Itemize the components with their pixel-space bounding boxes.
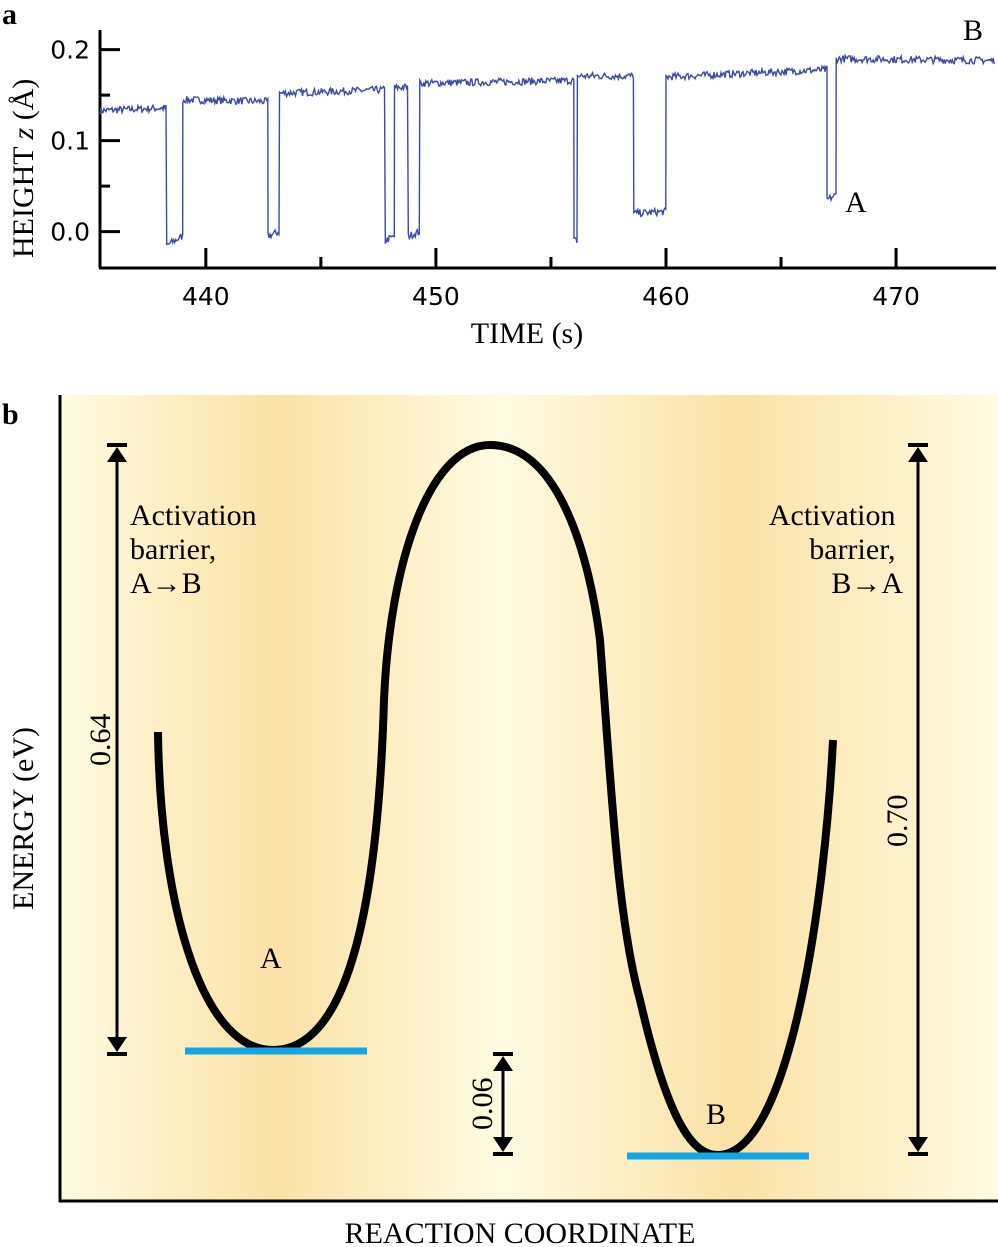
annotation-b: B — [963, 14, 983, 47]
y-axis-label-unit: (Å) — [7, 79, 40, 128]
y-tick-label: 0.1 — [50, 127, 90, 156]
y-axis-label-variable: z — [7, 127, 40, 140]
y-tick-label: 0.2 — [50, 36, 90, 65]
panel-a-label: a — [2, 0, 17, 31]
y-axis-label-main: HEIGHT — [7, 139, 40, 258]
left-barrier-text: Activation barrier, A→B — [130, 499, 264, 600]
difference-value: 0.06 — [466, 1078, 499, 1131]
reaction-axis-label: REACTION COORDINATE — [345, 1217, 696, 1247]
y-tick-label: 0.0 — [50, 218, 90, 247]
y-axis-label: HEIGHT z (Å) — [7, 79, 40, 258]
x-tick-label: 460 — [642, 282, 690, 311]
x-tick-label: 440 — [182, 282, 230, 311]
x-tick-label: 450 — [412, 282, 460, 311]
right-barrier-arrow — [908, 443, 928, 1156]
well-a-label: A — [260, 942, 282, 975]
left-barrier-arrow — [107, 443, 127, 1056]
energy-axis-label: ENERGY (eV) — [7, 727, 40, 910]
diagram-background — [60, 395, 998, 1200]
x-tick-label: 470 — [872, 282, 920, 311]
well-b-label: B — [706, 1098, 726, 1131]
energy-difference-arrow — [493, 1052, 513, 1156]
height-trace-line — [99, 53, 995, 246]
right-barrier-text: Activation barrier, B→A — [769, 499, 903, 600]
panel-b-label: b — [2, 398, 19, 431]
height-time-chart: 440 450 460 470 0.0 0.1 0.2 TIME (s) HEIGHT z … — [7, 14, 996, 350]
x-axis-label: TIME (s) — [471, 317, 583, 350]
left-barrier-value: 0.64 — [84, 714, 117, 767]
right-barrier-value: 0.70 — [881, 795, 914, 848]
annotation-a: A — [845, 186, 867, 219]
energy-diagram: ENERGY (eV) REACTION COORDINATE A B 0.64… — [7, 395, 998, 1247]
